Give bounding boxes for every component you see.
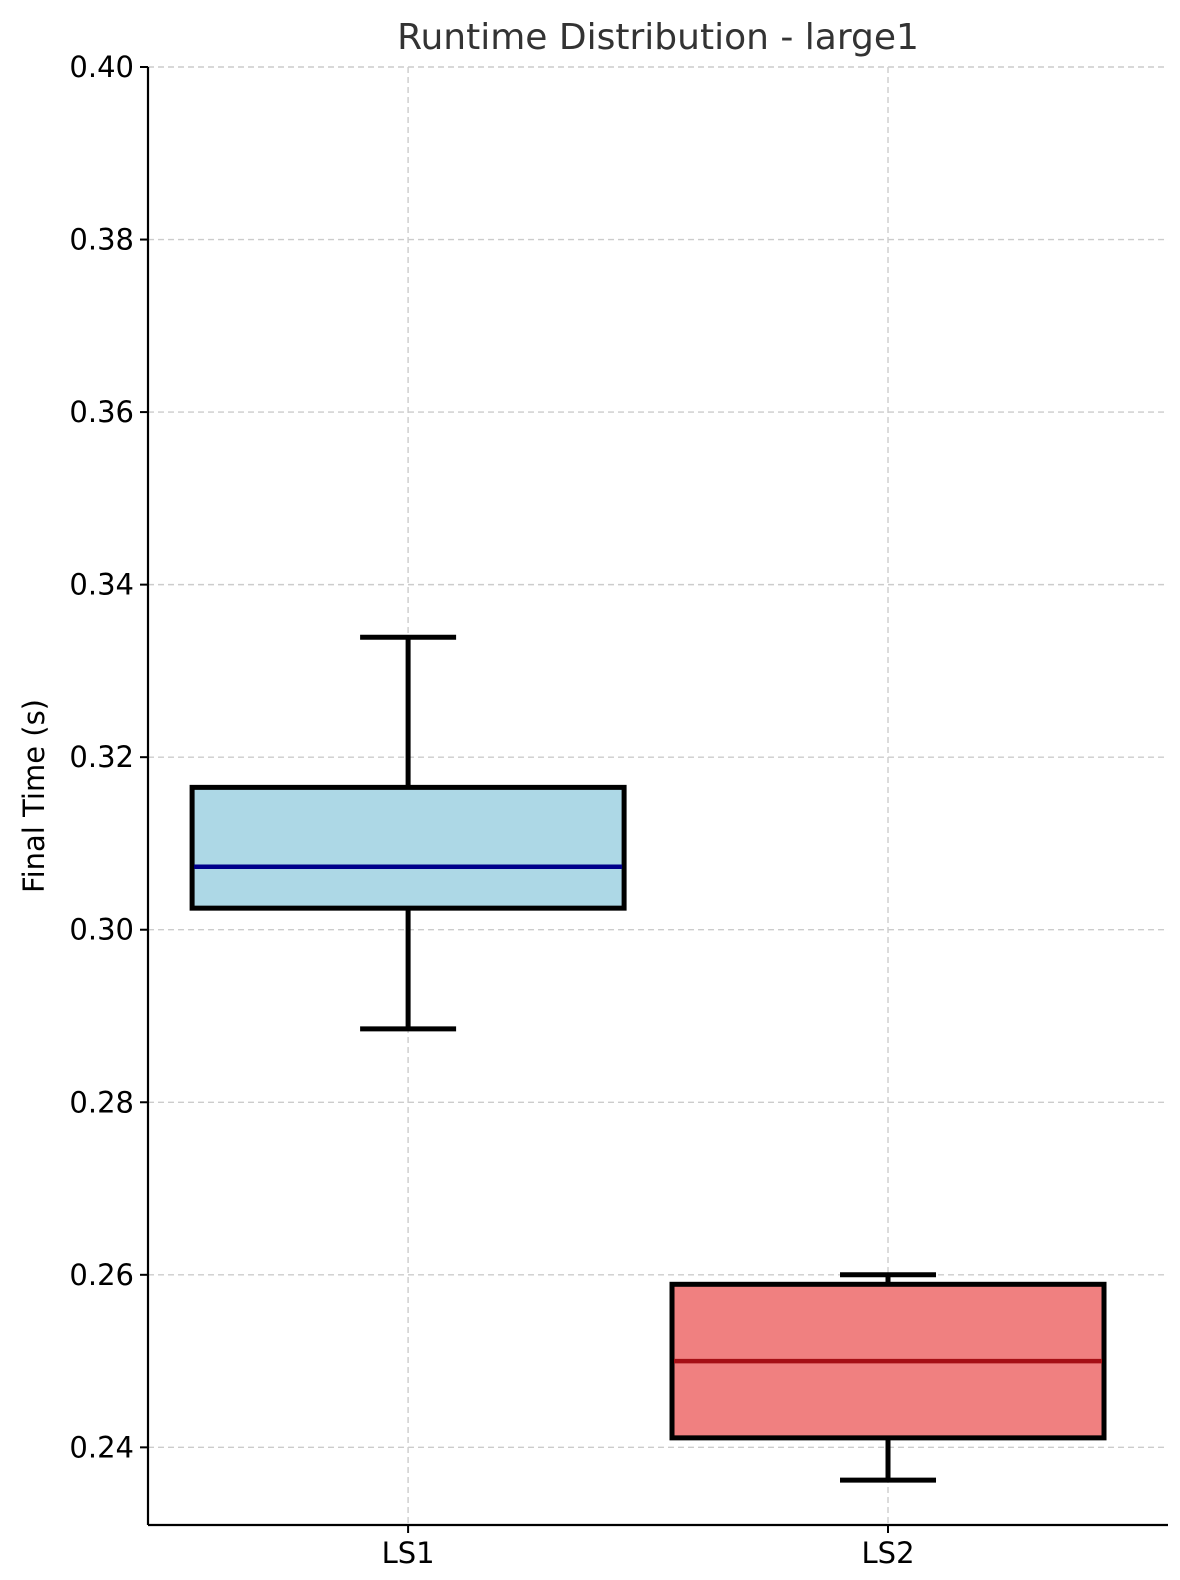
y-tick-label: 0.24 — [69, 1430, 134, 1464]
y-tick-label: 0.36 — [69, 395, 134, 429]
y-tick-label: 0.26 — [69, 1258, 134, 1292]
y-tick-label: 0.30 — [69, 913, 134, 947]
y-tick-label: 0.32 — [69, 740, 134, 774]
y-tick-label: 0.28 — [69, 1085, 134, 1119]
x-tick-label: LS1 — [382, 1536, 435, 1570]
box-layer — [189, 634, 1107, 1483]
axis-layer — [146, 67, 1168, 1527]
tick-layer: 0.24 0.26 0.28 0.30 0.32 0.34 0.36 0.38 0.40 LS1 L… — [69, 50, 914, 1570]
box-ls1 — [189, 634, 627, 1032]
iqr-box — [189, 784, 627, 911]
y-tick-label: 0.40 — [69, 50, 134, 84]
chart-title: Runtime Distribution - large1 — [397, 17, 919, 58]
x-tick-label: LS2 — [862, 1536, 915, 1570]
y-tick-label: 0.34 — [69, 568, 134, 602]
y-tick-label: 0.38 — [69, 223, 134, 257]
box-ls2 — [669, 1272, 1107, 1483]
y-axis-title: Final Time (s) — [17, 699, 51, 893]
